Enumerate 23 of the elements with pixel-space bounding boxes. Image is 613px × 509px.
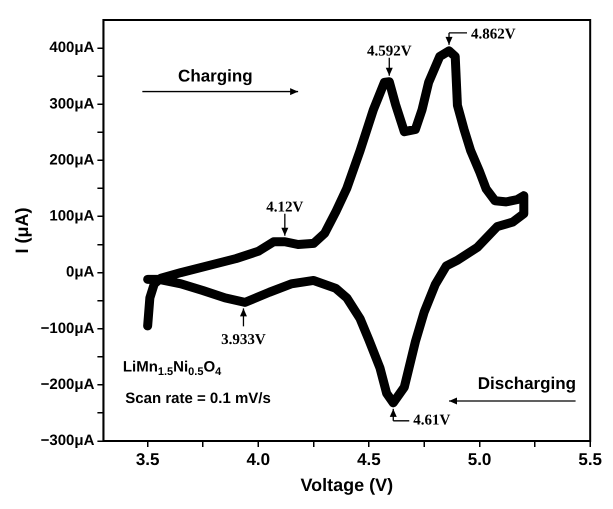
y-axis-title: I (μA) — [12, 207, 32, 254]
annotation: 3.933V — [221, 332, 266, 348]
y-tick-label: −100μA — [40, 320, 95, 337]
x-axis-title: Voltage (V) — [300, 475, 394, 496]
y-tick-label: −200μA — [40, 376, 95, 394]
annotation: 4.61V — [413, 412, 451, 429]
y-tick-label: −300μA — [40, 432, 95, 450]
y-tick-label: 200μA — [49, 151, 95, 168]
x-tick-label: 3.5 — [136, 450, 160, 469]
annotation: 4.592V — [366, 44, 412, 60]
annotation: 4.12V — [266, 200, 304, 216]
y-tick-label: 0μA — [66, 264, 95, 281]
x-tick-label: 4.5 — [357, 450, 381, 469]
annotation: Discharging — [478, 374, 576, 393]
annotation: Scan rate = 0.1 mV/s — [125, 390, 271, 408]
y-tick-label: 300μA — [49, 95, 95, 112]
y-tick-label: 400μA — [49, 39, 95, 56]
x-tick-label: 5.5 — [578, 450, 602, 469]
annotation: Charging — [178, 66, 253, 86]
y-tick-label: 100μA — [49, 208, 95, 225]
x-tick-label: 5.0 — [468, 450, 492, 469]
annotation: 4.862V — [471, 26, 516, 43]
x-tick-label: 4.0 — [246, 450, 270, 469]
